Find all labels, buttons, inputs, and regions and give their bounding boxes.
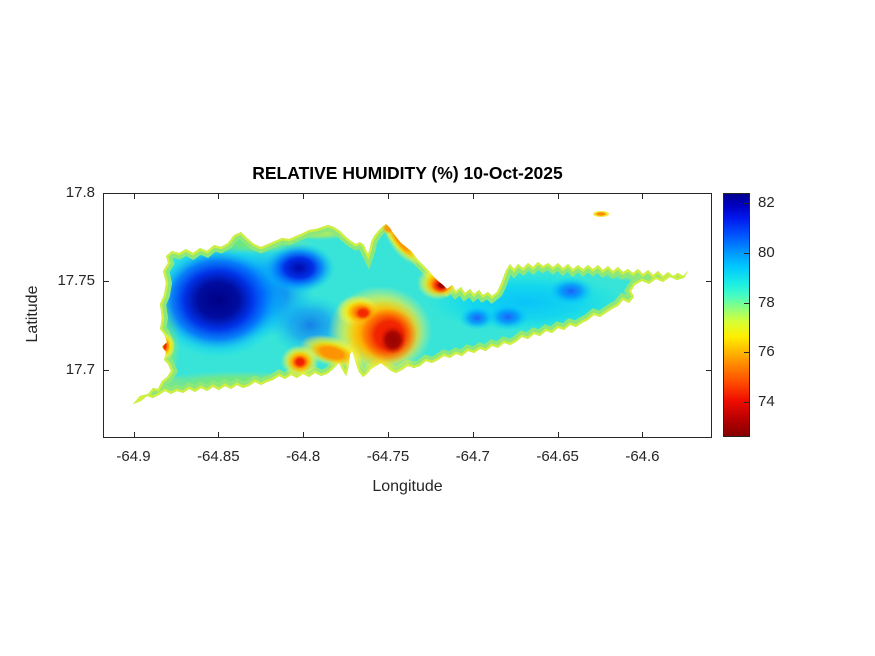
buck-island-blob bbox=[593, 211, 609, 217]
colorbar-tick-mark bbox=[744, 302, 749, 304]
colorbar-tick-mark bbox=[744, 252, 749, 254]
colorbar-tick-label: 82 bbox=[758, 193, 775, 211]
x-tick-mark-top bbox=[557, 194, 559, 199]
x-tick-label: -64.7 bbox=[455, 448, 490, 465]
x-tick-mark bbox=[303, 432, 305, 437]
y-tick-mark-right bbox=[706, 193, 711, 194]
colorbar-tick-mark bbox=[744, 352, 749, 354]
y-tick-mark bbox=[104, 193, 109, 194]
x-tick-mark bbox=[642, 432, 644, 437]
colorbar-tick-mark bbox=[744, 402, 749, 404]
x-tick-label: -64.75 bbox=[366, 448, 410, 465]
x-tick-label: -64.8 bbox=[286, 448, 321, 465]
x-tick-mark-top bbox=[642, 194, 644, 199]
y-tick-mark bbox=[104, 369, 109, 371]
y-tick-label: 17.8 bbox=[65, 184, 95, 201]
y-tick-mark-right bbox=[706, 369, 711, 371]
y-tick-mark-right bbox=[706, 281, 711, 283]
x-tick-mark bbox=[218, 432, 220, 437]
colorbar-tick-label: 74 bbox=[758, 393, 775, 411]
colorbar bbox=[723, 193, 750, 437]
colorbar-tick-label: 78 bbox=[758, 293, 775, 311]
x-tick-mark-top bbox=[303, 194, 305, 199]
north-central-humid-core bbox=[263, 243, 335, 293]
colorbar-tick-label: 76 bbox=[758, 343, 775, 361]
x-tick-mark bbox=[387, 432, 389, 437]
x-tick-label: -64.6 bbox=[625, 448, 660, 465]
x-tick-mark-top bbox=[218, 194, 220, 199]
x-tick-mark-top bbox=[472, 194, 474, 199]
y-tick-label: 17.7 bbox=[65, 360, 95, 378]
x-tick-mark-top bbox=[133, 194, 135, 199]
x-tick-mark bbox=[472, 432, 474, 437]
x-tick-label: -64.65 bbox=[536, 448, 579, 465]
y-tick-label: 17.75 bbox=[57, 272, 95, 290]
x-tick-mark bbox=[557, 432, 559, 437]
y-axis-label: Latitude bbox=[24, 285, 41, 343]
plot-box bbox=[103, 193, 712, 438]
east-moist-patch-3 bbox=[548, 277, 594, 305]
x-tick-mark bbox=[133, 432, 135, 437]
colorbar-tick-label: 80 bbox=[758, 243, 775, 261]
east-moist-patch-1 bbox=[459, 306, 495, 330]
x-tick-label: -64.9 bbox=[116, 448, 151, 465]
x-tick-label: -64.85 bbox=[197, 448, 240, 465]
south-coast-dry-spot bbox=[292, 355, 308, 369]
x-axis-label: Longitude bbox=[372, 478, 443, 495]
chart-title: RELATIVE HUMIDITY (%) 10-Oct-2025 bbox=[252, 163, 563, 183]
x-tick-mark-top bbox=[387, 194, 389, 199]
east-moist-patch-2 bbox=[487, 304, 529, 330]
northwest-humid-core bbox=[150, 242, 286, 358]
colorbar-tick-mark bbox=[744, 202, 749, 204]
y-tick-mark bbox=[104, 281, 109, 283]
